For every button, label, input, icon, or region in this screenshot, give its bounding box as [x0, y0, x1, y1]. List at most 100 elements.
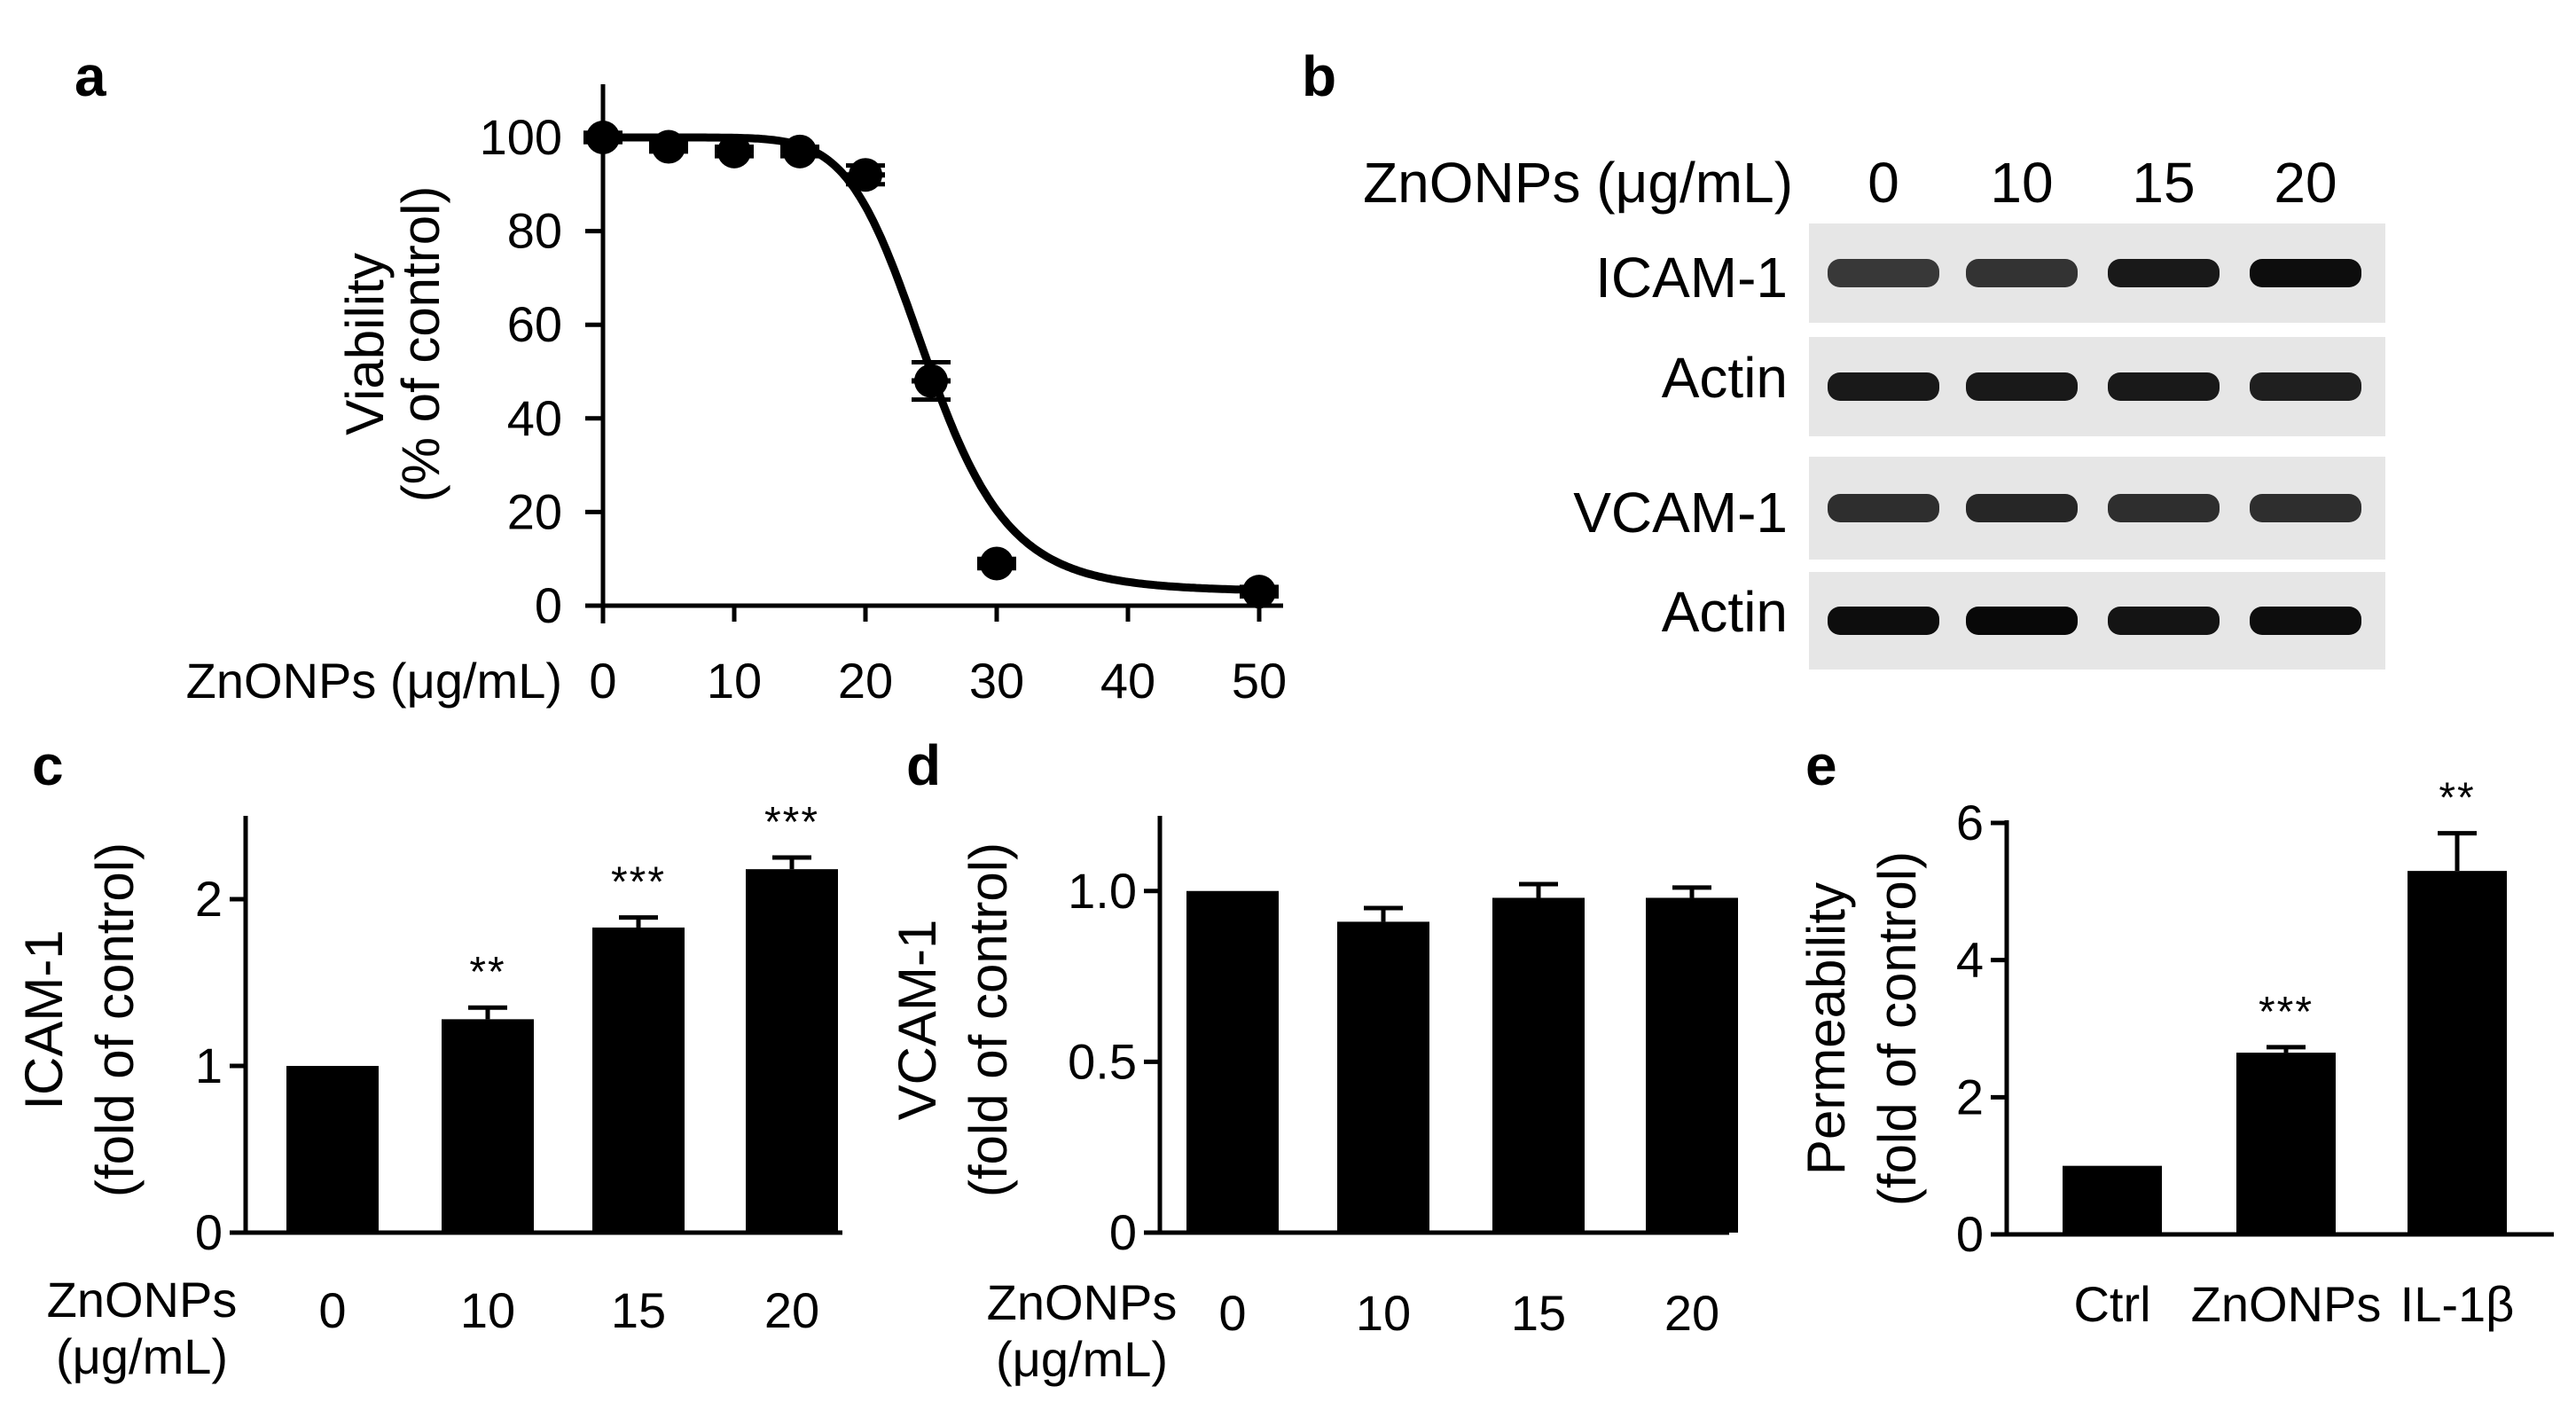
- protein-band: [1966, 494, 2078, 522]
- x-tick-label: 20: [764, 1282, 819, 1338]
- blot-row-label: VCAM-1: [1573, 481, 1788, 544]
- blot-row-label: ICAM-1: [1595, 246, 1788, 309]
- y-tick-label: 0: [535, 577, 562, 633]
- protein-band: [1828, 372, 1939, 401]
- bar: [1337, 921, 1429, 1233]
- blot-row-label: Actin: [1662, 346, 1788, 410]
- bar: [2063, 1165, 2162, 1234]
- y-axis-subtitle: (fold of control): [85, 842, 145, 1197]
- x-axis-title: ZnONPs: [987, 1274, 1178, 1330]
- bar: [592, 927, 685, 1233]
- x-tick-label: IL-1β: [2400, 1276, 2515, 1332]
- y-axis-subtitle: (% of control): [391, 186, 450, 503]
- y-tick-label: 0: [1109, 1204, 1137, 1260]
- panel-label-c: c: [32, 733, 64, 797]
- x-tick-label: 10: [1356, 1285, 1411, 1341]
- significance-marker: ***: [611, 859, 666, 906]
- vcam1-bar-chart: 0 0.5 1.0 VCAM-1 (fold of control) 0 10 15 20 ZnO…: [888, 816, 1738, 1387]
- protein-band: [2108, 259, 2220, 287]
- x-tick-label: 0: [589, 653, 616, 709]
- y-axis-title: Permeability: [1797, 882, 1856, 1175]
- protein-band: [2250, 494, 2361, 522]
- y-tick-label: 100: [480, 109, 562, 165]
- blot-lane-label: 10: [1990, 151, 2053, 215]
- data-point: [652, 129, 685, 164]
- data-point: [914, 364, 948, 398]
- x-tick-label: ZnONPs: [2191, 1276, 2382, 1332]
- bar: [1186, 890, 1279, 1233]
- y-tick-label: 1.0: [1068, 863, 1137, 919]
- x-tick-label: 30: [969, 653, 1024, 709]
- significance-marker: **: [469, 949, 505, 996]
- y-axis-title: ICAM-1: [14, 929, 74, 1109]
- protein-band: [1966, 372, 2078, 401]
- significance-marker: ***: [2259, 989, 2314, 1036]
- data-point: [980, 546, 1014, 581]
- bar: [1646, 897, 1738, 1233]
- panel-label-b: b: [1302, 44, 1336, 108]
- significance-marker: ***: [764, 799, 819, 846]
- significance-marker: **: [2439, 775, 2475, 822]
- protein-band: [2108, 494, 2220, 522]
- y-tick-label: 20: [507, 483, 562, 539]
- bar: [1492, 897, 1585, 1233]
- bar: [2236, 1053, 2336, 1234]
- icam1-bar-chart: 0 1 2 ICAM-1 (fold of control) 0 ** 10 *** 15 *** 2…: [14, 799, 842, 1384]
- y-tick-label: 0: [1956, 1206, 1984, 1262]
- blot-lane-label: 15: [2132, 151, 2195, 215]
- y-tick-label: 0.5: [1068, 1033, 1137, 1089]
- y-tick-label: 4: [1956, 932, 1984, 988]
- protein-band: [1966, 607, 2078, 635]
- western-blot: ZnONPs (μg/mL) 0 10 15 20 ICAM-1 Actin V…: [1363, 151, 2385, 670]
- x-axis-title: ZnONPs (μg/mL): [186, 653, 562, 709]
- x-axis-subtitle: (μg/mL): [996, 1331, 1168, 1387]
- protein-band: [2108, 372, 2220, 401]
- bar: [2408, 871, 2507, 1234]
- protein-band: [2250, 372, 2361, 401]
- bar: [746, 869, 838, 1233]
- y-tick-label: 2: [1956, 1069, 1984, 1124]
- x-tick-label: 10: [460, 1282, 515, 1338]
- blot-lane-label: 0: [1867, 151, 1899, 215]
- blot-header-label: ZnONPs (μg/mL): [1363, 151, 1793, 215]
- y-axis-subtitle: (fold of control): [1867, 851, 1927, 1206]
- x-tick-label: 50: [1232, 653, 1287, 709]
- y-axis-title: VCAM-1: [888, 920, 947, 1121]
- protein-band: [2250, 607, 2361, 635]
- protein-band: [1828, 259, 1939, 287]
- x-tick-label: 15: [1511, 1285, 1566, 1341]
- x-axis-subtitle: (μg/mL): [56, 1328, 228, 1384]
- y-tick-label: 40: [507, 390, 562, 446]
- x-tick-label: 15: [611, 1282, 666, 1338]
- x-tick-label: 20: [838, 653, 893, 709]
- x-tick-label: 10: [707, 653, 762, 709]
- data-point: [1242, 575, 1276, 609]
- y-tick-label: 2: [195, 871, 223, 927]
- x-tick-label: 20: [1664, 1285, 1719, 1341]
- y-tick-label: 60: [507, 296, 562, 352]
- y-axis-title: Viability: [335, 253, 395, 435]
- panel-label-d: d: [906, 733, 941, 797]
- bar: [286, 1066, 379, 1233]
- bar: [442, 1019, 534, 1233]
- viability-chart: 0 10 20 30 40 50 0 20 40 60 80 100 ZnONPs (μg/mL) Via…: [186, 84, 1287, 709]
- y-tick-label: 80: [507, 203, 562, 259]
- data-point: [783, 134, 817, 168]
- protein-band: [1828, 607, 1939, 635]
- x-tick-label: Ctrl: [2073, 1276, 2150, 1332]
- x-tick-label: 40: [1100, 653, 1155, 709]
- data-point: [586, 121, 620, 154]
- blot-row-label: Actin: [1662, 580, 1788, 644]
- x-tick-label: 0: [318, 1282, 346, 1338]
- y-tick-label: 0: [195, 1204, 223, 1260]
- protein-band: [1828, 494, 1939, 522]
- protein-band: [2108, 607, 2220, 635]
- y-axis-subtitle: (fold of control): [959, 842, 1018, 1197]
- protein-band: [1966, 259, 2078, 287]
- y-tick-label: 6: [1956, 795, 1984, 850]
- x-tick-label: 0: [1218, 1285, 1246, 1341]
- protein-band: [2250, 259, 2361, 287]
- data-point: [849, 158, 882, 192]
